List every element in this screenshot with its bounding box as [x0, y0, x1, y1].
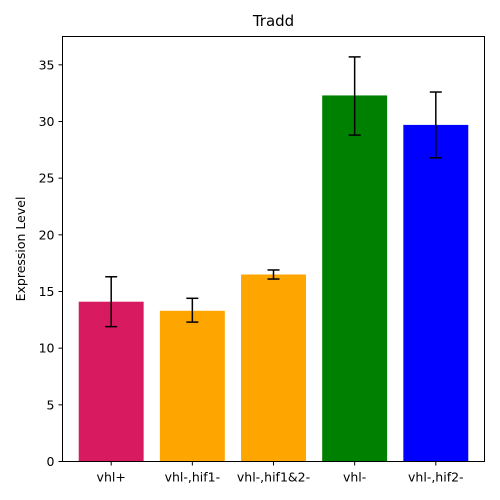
y-tick-label-7: 35: [39, 57, 55, 72]
error-bars-group: [105, 56, 442, 328]
x-tick-label-3: vhl-: [343, 470, 366, 485]
y-tick-label-2: 10: [39, 341, 55, 356]
y-tick-label-4: 20: [39, 227, 55, 242]
x-tick-label-1: vhl-,hif1-: [165, 470, 221, 485]
x-tick-label-4: vhl-,hif2-: [408, 470, 464, 485]
x-axis: vhl+ vhl-,hif1- vhl-,hif1&2- vhl-vhl-,hif2-: [97, 461, 464, 485]
x-tick-label-0: vhl+: [97, 470, 126, 485]
bars-group: [78, 95, 469, 462]
bar-1: [159, 310, 225, 462]
y-axis-label: Expression Level: [13, 197, 28, 302]
y-axis: 0 5 10 15 20 25 30 35: [39, 57, 63, 469]
y-tick-label-0: 0: [47, 454, 55, 469]
y-tick-label-6: 30: [39, 114, 55, 129]
bar-2: [241, 274, 306, 462]
y-tick-label-5: 25: [39, 171, 55, 186]
bar-3: [322, 95, 388, 462]
x-tick-label-2: vhl-,hif1&2-: [237, 470, 310, 485]
y-tick-label-3: 15: [39, 284, 55, 299]
plot-frame: [62, 36, 485, 462]
y-tick-label-1: 5: [47, 397, 55, 412]
bar-0: [78, 301, 144, 462]
chart-title: Tradd: [252, 12, 294, 30]
bar-4: [403, 124, 469, 462]
